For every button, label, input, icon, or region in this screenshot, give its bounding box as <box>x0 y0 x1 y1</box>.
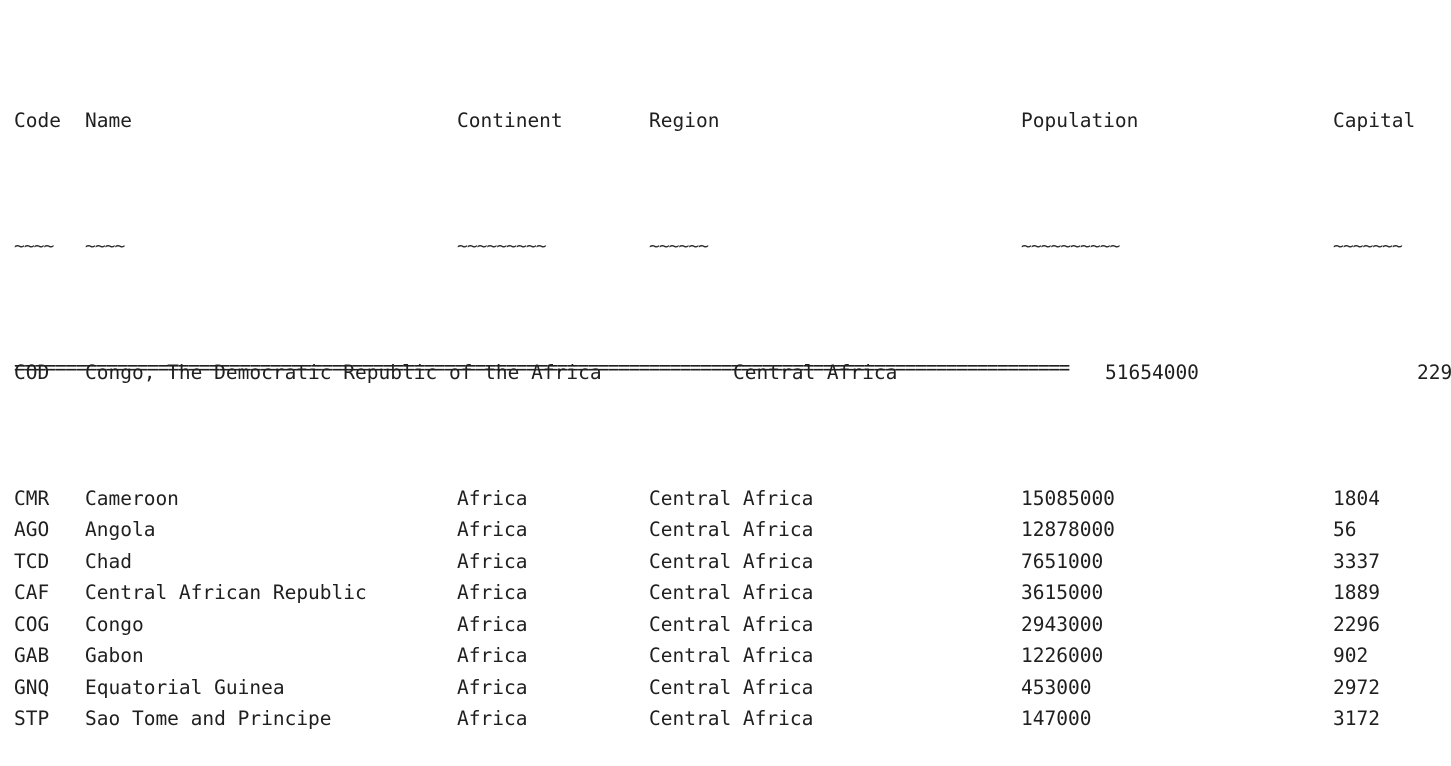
cell-continent: Africa <box>457 549 528 573</box>
cell-region: Central Africa <box>733 360 898 384</box>
header-capital: Capital <box>1333 108 1416 132</box>
separator-line: ========================================… <box>14 356 1070 379</box>
cell-region: Central Africa <box>649 675 814 699</box>
table-row: AGO Angola Africa Central Africa 12878000 56 <box>14 514 1451 546</box>
cell-code: TCD <box>14 549 50 573</box>
cell-name: Cameroon <box>85 486 179 510</box>
cell-population: 453000 <box>1021 675 1092 699</box>
cell-code: AGO <box>14 518 50 541</box>
cell-continent: Africa <box>457 644 528 667</box>
cell-population: 2943000 <box>1021 612 1104 636</box>
header-name: Name <box>85 108 132 132</box>
table-row: CAF Central African Republic Africa Central… <box>14 577 1451 609</box>
cell-region: Central Africa <box>649 518 814 541</box>
cell-population: 3615000 <box>1021 581 1104 604</box>
cell-code: COD <box>14 360 50 384</box>
cell-continent: Africa <box>457 518 528 541</box>
cell-capital: 1889 <box>1333 581 1380 604</box>
cell-continent: Africa <box>457 612 528 636</box>
cell-capital: 3337 <box>1333 549 1380 573</box>
console-output: Code Name Continent Region Population Ca… <box>14 10 1451 766</box>
underline-capital: ~~~~~~~ <box>1333 235 1403 257</box>
cell-continent: Africa <box>457 707 528 730</box>
cell-region: Central Africa <box>649 581 814 604</box>
cell-capital: 3172 <box>1333 707 1380 730</box>
table-body: CMR Cameroon Africa Central Africa 15085000 1… <box>14 483 1451 735</box>
cell-name-overflow: Congo, The Democratic Republic of the Af… <box>85 360 602 384</box>
cell-capital: 229 <box>1417 360 1451 384</box>
underline-continent: ~~~~~~~~~ <box>457 235 547 257</box>
cell-region: Central Africa <box>649 612 814 636</box>
table-row: CMR Cameroon Africa Central Africa 15085000 1… <box>14 483 1451 515</box>
header-continent: Continent <box>457 108 563 132</box>
cell-population: 12878000 <box>1021 518 1115 541</box>
table-row: TCD Chad Africa Central Africa 7651000 3337 <box>14 546 1451 578</box>
header-code: Code <box>14 108 61 132</box>
cell-capital: 902 <box>1333 644 1369 667</box>
cell-name: Equatorial Guinea <box>85 675 285 699</box>
cell-code: GNQ <box>14 675 50 699</box>
underline-name: ~~~~ <box>85 235 125 257</box>
table-row: GAB Gabon Africa Central Africa 1226000 902 <box>14 640 1451 672</box>
cell-name: Angola <box>85 518 156 541</box>
cell-code: COG <box>14 612 50 636</box>
cell-capital: 2296 <box>1333 612 1380 636</box>
underline-population: ~~~~~~~~~~ <box>1021 235 1120 257</box>
cell-population: 147000 <box>1021 707 1092 730</box>
cell-population: 7651000 <box>1021 549 1104 573</box>
header-underline-row: ~~~~ ~~~~ ~~~~~~~~~ ~~~~~~ ~~~~~~~~~~ ~~… <box>14 231 1451 263</box>
cell-population: 1226000 <box>1021 644 1104 667</box>
cell-code: CAF <box>14 581 50 604</box>
cell-population: 51654000 <box>1105 360 1199 384</box>
cell-name: Central African Republic <box>85 581 367 604</box>
cell-code: STP <box>14 707 50 730</box>
cell-name: Gabon <box>85 644 144 667</box>
underline-region: ~~~~~~ <box>649 235 709 257</box>
cell-capital: 1804 <box>1333 486 1380 510</box>
cell-continent: Africa <box>457 486 528 510</box>
underline-code: ~~~~ <box>14 235 54 257</box>
cell-region: Central Africa <box>649 486 814 510</box>
cell-region: Central Africa <box>649 549 814 573</box>
cell-name: Sao Tome and Principe <box>85 707 332 730</box>
cell-continent: Africa <box>457 675 528 699</box>
table-header-row: Code Name Continent Region Population Ca… <box>14 105 1451 137</box>
cell-continent: Africa <box>457 581 528 604</box>
table-row-overflow: COD Congo, The Democratic Republic of th… <box>14 357 1451 389</box>
cell-region: Central Africa <box>649 707 814 730</box>
table-row: GNQ Equatorial Guinea Africa Central Africa… <box>14 672 1451 704</box>
cell-population: 15085000 <box>1021 486 1115 510</box>
cell-code: CMR <box>14 486 50 510</box>
cell-region: Central Africa <box>649 644 814 667</box>
cell-capital: 56 <box>1333 518 1357 541</box>
cell-capital: 2972 <box>1333 675 1380 699</box>
header-population: Population <box>1021 108 1139 132</box>
cell-code: GAB <box>14 644 50 667</box>
table-row: STP Sao Tome and Principe Africa Central Af… <box>14 703 1451 735</box>
header-region: Region <box>649 108 720 132</box>
table-row: COG Congo Africa Central Africa 2943000 2296 <box>14 609 1451 641</box>
cell-name: Chad <box>85 549 132 573</box>
cell-name: Congo <box>85 612 144 636</box>
